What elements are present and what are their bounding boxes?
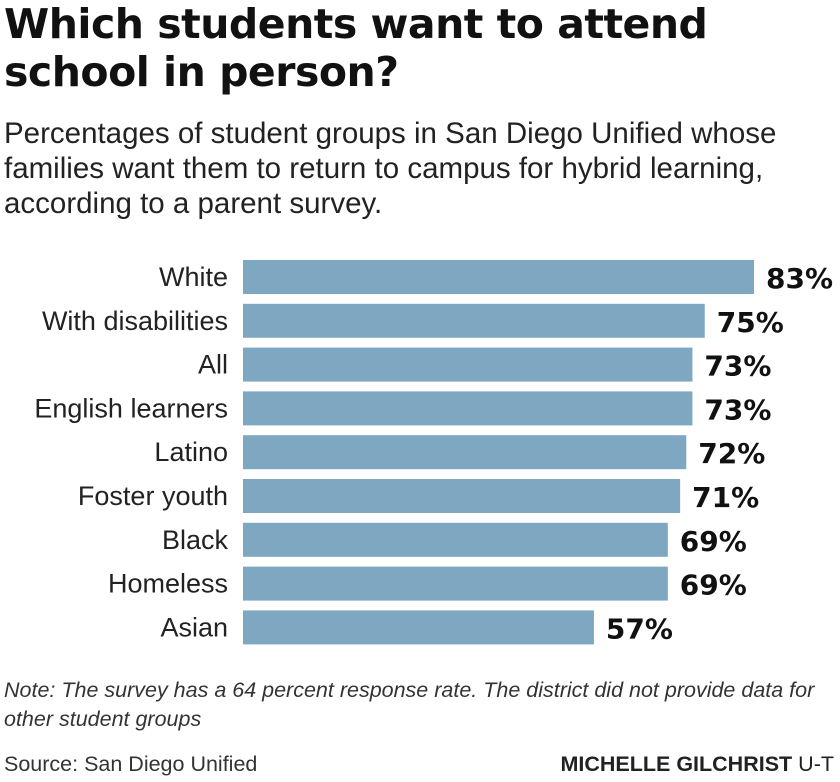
value-label: 75%	[717, 306, 784, 339]
value-label: 83%	[766, 262, 833, 295]
bar-english-learners	[243, 391, 693, 426]
chart-note: Note: The survey has a 64 percent respon…	[4, 678, 815, 731]
category-label: White	[159, 262, 228, 292]
bar-with-disabilities	[243, 303, 705, 338]
category-label: Latino	[154, 437, 228, 467]
chart-source: Source: San Diego Unified	[4, 752, 258, 776]
value-label: 57%	[606, 612, 673, 645]
bar-white	[243, 260, 754, 294]
value-label: 69%	[680, 569, 747, 602]
bar-foster-youth	[243, 479, 681, 513]
category-label: Foster youth	[78, 481, 228, 511]
value-label: 72%	[698, 437, 765, 470]
category-label: All	[198, 350, 228, 380]
bar-homeless	[243, 566, 668, 601]
value-label: 73%	[704, 350, 771, 383]
value-label: 69%	[680, 525, 747, 558]
chart-credit: MICHELLE GILCHRIST U-T	[560, 752, 834, 777]
category-label: English learners	[34, 393, 228, 423]
value-label: 71%	[692, 481, 759, 514]
value-label: 73%	[704, 393, 771, 426]
chart-title: Which students want to attend school in …	[4, 0, 708, 96]
bar-asian	[243, 610, 594, 645]
category-label: Asian	[160, 612, 228, 642]
category-label: Homeless	[108, 569, 228, 599]
category-label: Black	[162, 525, 229, 555]
bar-black	[243, 522, 668, 557]
bar-latino	[243, 435, 687, 470]
credit-name: MICHELLE GILCHRIST	[560, 752, 793, 776]
category-label: With disabilities	[42, 306, 228, 336]
chart-subtitle: Percentages of student groups in San Die…	[4, 117, 777, 220]
bar-all	[243, 347, 693, 382]
credit-org: U-T	[798, 752, 834, 776]
